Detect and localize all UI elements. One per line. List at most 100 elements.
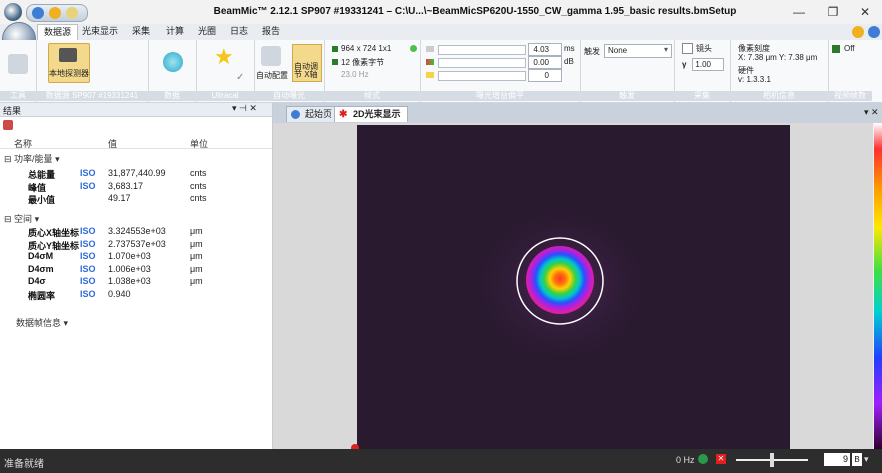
close-button[interactable]: ✕ bbox=[859, 5, 871, 19]
tab-compute[interactable]: 计算 bbox=[166, 26, 185, 36]
column-name[interactable]: 名称 bbox=[14, 139, 33, 149]
section-frame-info[interactable]: 数据帧信息 ▾ bbox=[16, 318, 69, 328]
gain-icon bbox=[426, 59, 434, 65]
wrench-icon[interactable] bbox=[8, 54, 28, 74]
auto-config-icon[interactable] bbox=[261, 46, 281, 66]
quick-star-icon[interactable] bbox=[49, 7, 61, 19]
maximize-button[interactable]: ❐ bbox=[827, 5, 839, 19]
quick-new-icon[interactable] bbox=[32, 7, 44, 19]
d4sigma-ellipse bbox=[516, 237, 604, 325]
video-off-button[interactable]: Off bbox=[844, 44, 855, 53]
local-detector-button[interactable]: 本地探测器 bbox=[48, 43, 90, 83]
camera-icon bbox=[59, 48, 77, 62]
section-power-label: 功率/能量 bbox=[14, 154, 53, 164]
view-close-controls[interactable]: ▾ ✕ bbox=[864, 107, 879, 117]
lens-checkbox[interactable] bbox=[682, 43, 693, 54]
group-label-trigger: 触发 bbox=[580, 91, 674, 101]
trigger-select[interactable]: None ▾ bbox=[604, 44, 672, 58]
stop-icon[interactable]: ✕ bbox=[716, 454, 726, 464]
result-value: 31,877,440.99 bbox=[108, 168, 166, 178]
minimize-button[interactable]: — bbox=[793, 5, 805, 19]
offset-slider[interactable] bbox=[438, 71, 526, 81]
group-label-tools: 工具 bbox=[0, 91, 36, 101]
bits-icon bbox=[332, 59, 338, 65]
quick-open-icon[interactable] bbox=[66, 7, 78, 19]
group-ultracal: ★ ✓ Ultracal bbox=[196, 40, 255, 102]
group-capture: 镜头 γ 1.00 采集 bbox=[674, 40, 731, 102]
group-video: Off 视频帧数 bbox=[828, 40, 872, 102]
bits-select[interactable]: 12 像素字节 bbox=[341, 58, 385, 67]
group-exposure-gain: 4.03 ms 0.00 dB 0 曝光增益偏平 bbox=[420, 40, 581, 102]
tab-log[interactable]: 日志 bbox=[230, 26, 249, 36]
hardware-version: v: 1.3.3.1 bbox=[738, 75, 771, 84]
column-value[interactable]: 值 bbox=[108, 139, 118, 149]
section-power[interactable]: ⊟ 功率/能量 ▾ bbox=[4, 154, 60, 164]
tab-2d-beam-display[interactable]: ✱ 2D光束显示 bbox=[334, 106, 408, 122]
group-data: 数据 bbox=[148, 40, 197, 102]
iso-badge: ISO bbox=[80, 251, 96, 262]
result-unit: μm bbox=[190, 238, 203, 249]
exposure-input[interactable]: 4.03 bbox=[528, 43, 562, 56]
zoom-dropdown-icon[interactable]: ▾ bbox=[864, 454, 869, 464]
result-value: 2.737537e+03 bbox=[108, 238, 166, 249]
beam-spot bbox=[526, 246, 594, 314]
results-settings-icon[interactable] bbox=[3, 120, 13, 130]
result-value: 1.038e+03 bbox=[108, 276, 151, 287]
group-frame: 964 x 724 1x1 12 像素字节 23.0 Hz 帧式 bbox=[324, 40, 421, 102]
pixel-scale-value: X: 7.38 μm Y: 7.38 μm bbox=[738, 53, 818, 62]
group-label-exposure-gain: 曝光增益偏平 bbox=[420, 91, 580, 101]
result-name: D4σM bbox=[28, 251, 54, 262]
lens-label: 镜头 bbox=[696, 44, 712, 53]
play-icon[interactable] bbox=[163, 52, 183, 72]
offset-input[interactable]: 0 bbox=[528, 69, 562, 82]
result-name: D4σm bbox=[28, 263, 54, 274]
gamma-input[interactable]: 1.00 bbox=[692, 58, 724, 71]
iso-badge: ISO bbox=[80, 168, 96, 178]
help-icon[interactable] bbox=[868, 26, 880, 38]
result-unit: cnts bbox=[190, 168, 207, 178]
capture-status-icon bbox=[698, 454, 708, 464]
hardware-label: 硬件 bbox=[738, 66, 754, 75]
auto-adjust-button[interactable]: 自动调 节 X轴 bbox=[292, 44, 322, 82]
pixel-scale-label: 像素刻度 bbox=[738, 44, 770, 53]
help-star-icon[interactable] bbox=[852, 26, 864, 38]
local-detector-label: 本地探测器 bbox=[49, 69, 89, 78]
column-unit[interactable]: 单位 bbox=[190, 139, 209, 149]
tab-aperture[interactable]: 光圈 bbox=[198, 26, 217, 36]
zoom-slider-thumb[interactable] bbox=[770, 453, 774, 467]
result-name: 总能量 bbox=[28, 170, 56, 180]
tab-capture[interactable]: 采集 bbox=[132, 26, 151, 36]
iso-badge: ISO bbox=[80, 276, 96, 287]
gain-input[interactable]: 0.00 bbox=[528, 56, 562, 69]
zoom-mode-icon[interactable]: B bbox=[852, 453, 862, 466]
app-logo-icon[interactable] bbox=[4, 3, 22, 21]
resolution-apply-icon[interactable] bbox=[410, 45, 417, 52]
title-bar bbox=[0, 0, 882, 24]
iso-badge: ISO bbox=[80, 289, 96, 299]
exposure-slider[interactable] bbox=[438, 45, 526, 55]
gain-slider[interactable] bbox=[438, 58, 526, 68]
result-value: 49.17 bbox=[108, 193, 131, 204]
section-space[interactable]: ⊟ 空间 ▾ bbox=[4, 214, 40, 224]
tab-start-page[interactable]: 起始页 bbox=[286, 106, 340, 122]
quick-access-toolbar bbox=[26, 4, 88, 22]
group-label-ultracal: Ultracal bbox=[196, 91, 254, 101]
gain-unit: dB bbox=[564, 57, 574, 66]
group-label-auto-exposure: 自动曝光 bbox=[254, 91, 324, 101]
group-data-source: 本地探测器 数据源 SP907 #19331241 bbox=[36, 40, 149, 102]
panel-pin-controls[interactable]: ▾ ⊣ ✕ bbox=[232, 103, 257, 113]
auto-config-label[interactable]: 自动配置 bbox=[256, 71, 288, 80]
iso-badge: ISO bbox=[80, 226, 96, 236]
resolution-select[interactable]: 964 x 724 1x1 bbox=[341, 44, 392, 53]
trigger-label: 触发 bbox=[584, 47, 600, 56]
ribbon-tab-strip bbox=[0, 24, 882, 40]
beam-display-icon: ✱ bbox=[339, 109, 348, 120]
beam-image[interactable] bbox=[357, 125, 790, 449]
tab-beam-display[interactable]: 光束显示 bbox=[82, 26, 119, 36]
tab-report[interactable]: 报告 bbox=[262, 26, 281, 36]
origin-marker bbox=[351, 444, 359, 452]
iso-badge: ISO bbox=[80, 238, 96, 249]
tab-data-source[interactable]: 数据源 bbox=[37, 24, 79, 40]
zoom-input[interactable]: 9 bbox=[824, 453, 850, 466]
ultracal-star-icon[interactable]: ★ bbox=[214, 44, 234, 69]
